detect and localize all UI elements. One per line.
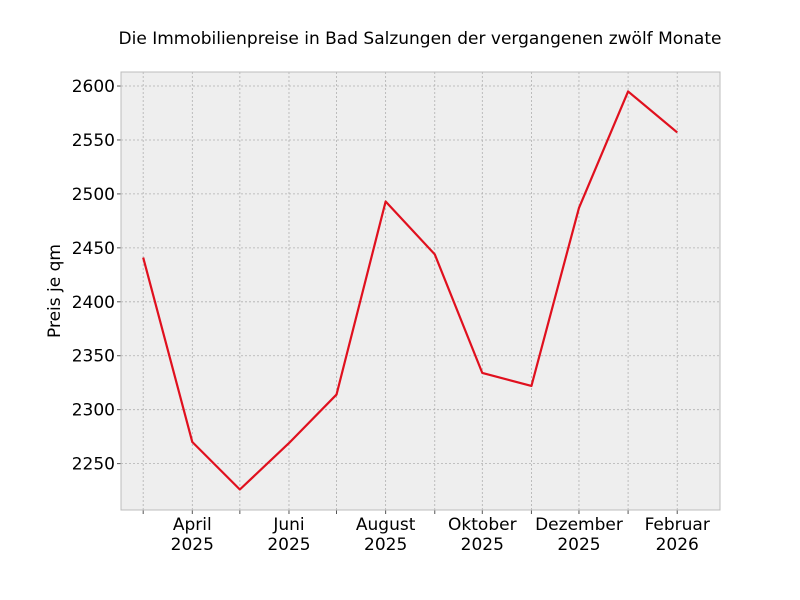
plot-area (121, 72, 720, 510)
x-tick-label-year: 2026 (656, 535, 699, 555)
x-tick-label-year: 2025 (461, 535, 504, 555)
y-tick-label: 2600 (72, 77, 115, 97)
y-tick-label: 2400 (72, 293, 115, 313)
x-tick-label-year: 2025 (171, 535, 214, 555)
x-tick-label: August (356, 515, 416, 535)
y-tick-label: 2550 (72, 131, 115, 151)
chart-title: Die Immobilienpreise in Bad Salzungen de… (119, 29, 722, 49)
plot-frame (120, 71, 721, 511)
y-axis-ticks: 2250 2300 2350 2400 2450 2500 2550 2600 (72, 77, 121, 475)
grid (121, 72, 720, 510)
x-tick-label: April (173, 515, 212, 535)
x-tick-label: Oktober (448, 515, 517, 535)
x-tick-label-year: 2025 (364, 535, 407, 555)
y-tick-label: 2500 (72, 185, 115, 205)
x-tick-label: Juni (272, 515, 304, 535)
y-axis-label: Preis je qm (45, 244, 65, 338)
x-axis-ticks: April2025Juni2025August2025Oktober2025De… (142, 510, 710, 555)
x-tick-label: Februar (645, 515, 710, 535)
y-tick-label: 2300 (72, 401, 115, 421)
x-tick-label-year: 2025 (267, 535, 310, 555)
y-tick-label: 2450 (72, 239, 115, 259)
x-tick-label: Dezember (535, 515, 623, 535)
x-tick-label-year: 2025 (557, 535, 600, 555)
y-tick-label: 2350 (72, 347, 115, 367)
y-tick-label: 2250 (72, 455, 115, 475)
series-line (142, 90, 678, 491)
